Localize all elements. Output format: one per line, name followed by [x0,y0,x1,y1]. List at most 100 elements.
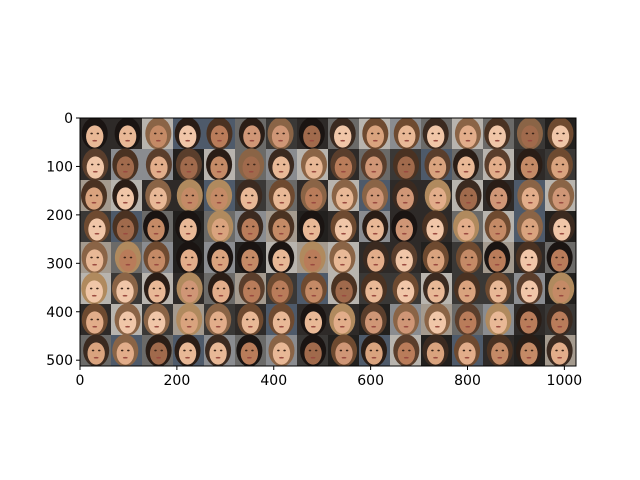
face [397,342,415,365]
face-cell [111,118,143,150]
face [209,311,227,334]
face-cell [545,334,576,366]
mouth [279,201,285,204]
eye [431,132,434,135]
face-cell [390,210,422,243]
eye [499,132,502,135]
face-cell [390,303,422,336]
face [85,187,103,210]
face-cell [235,148,267,181]
mouth [341,356,347,359]
eye [375,163,379,166]
mouth [154,294,160,297]
mouth [404,139,410,142]
mouth [464,356,470,359]
face-cell [80,210,112,243]
eye [430,225,434,228]
face [427,249,445,272]
eye [495,349,498,352]
x-axis: 0 200 400 600 800 1000 [76,366,582,389]
face [85,280,103,303]
mouth [494,139,500,142]
mouth [215,325,221,328]
eye [439,194,443,197]
mouth [246,201,252,204]
face-cell [297,210,329,243]
face-cell [452,272,484,305]
eye [375,287,379,290]
mouth [526,325,532,328]
face [367,249,385,272]
mouth [371,170,377,173]
eye [500,194,504,197]
mouth [249,294,255,297]
mouth [527,201,533,204]
face [149,342,168,365]
face-cell [545,272,576,305]
eye [183,349,186,352]
eye [344,256,347,259]
face-cell [514,272,546,305]
eye [151,225,155,228]
eye [339,163,342,166]
face-cell [80,241,112,274]
eye [531,287,534,290]
face-cell [359,241,391,274]
eye [375,318,379,321]
eye [90,256,93,259]
face [149,125,168,148]
eye [282,132,285,135]
face [305,156,323,179]
eye [215,132,218,135]
eye [89,287,93,290]
mouth [217,263,223,266]
eye [220,163,224,166]
mouth [249,139,255,142]
face-cell [80,334,112,366]
eye [345,287,349,290]
eye [431,287,435,290]
face-cell [483,303,515,336]
mouth [311,294,317,297]
face [520,156,539,179]
mouth [185,356,190,359]
mouth [186,263,192,266]
y-tick-label: 100 [46,159,73,175]
face-cell [266,272,298,305]
eye [556,194,560,197]
mouth [248,170,254,173]
mouth [463,232,469,235]
face [550,342,569,365]
face [116,218,135,241]
eye [345,163,348,166]
eye [461,225,465,228]
mouth [246,356,252,359]
mouth [341,232,346,235]
eye [437,256,441,259]
face [395,249,413,272]
eye [464,256,468,259]
mouth [278,170,284,173]
eye [315,287,319,290]
face [553,218,571,241]
mouth [93,356,99,359]
face [241,311,260,334]
eye [436,225,440,228]
mouth [340,263,345,266]
face [551,311,569,334]
x-tick-label: 600 [357,373,384,389]
x-tick-label: 0 [76,373,85,389]
eye [252,318,255,321]
mouth [216,201,222,204]
eye [467,163,471,166]
mouth [433,356,438,359]
eye [96,287,99,290]
eye [530,256,534,259]
eye [96,132,100,135]
face-cell [483,179,515,212]
eye [309,287,313,290]
face [179,218,197,241]
eye [461,163,465,166]
eye [439,163,442,166]
eye [153,194,157,197]
